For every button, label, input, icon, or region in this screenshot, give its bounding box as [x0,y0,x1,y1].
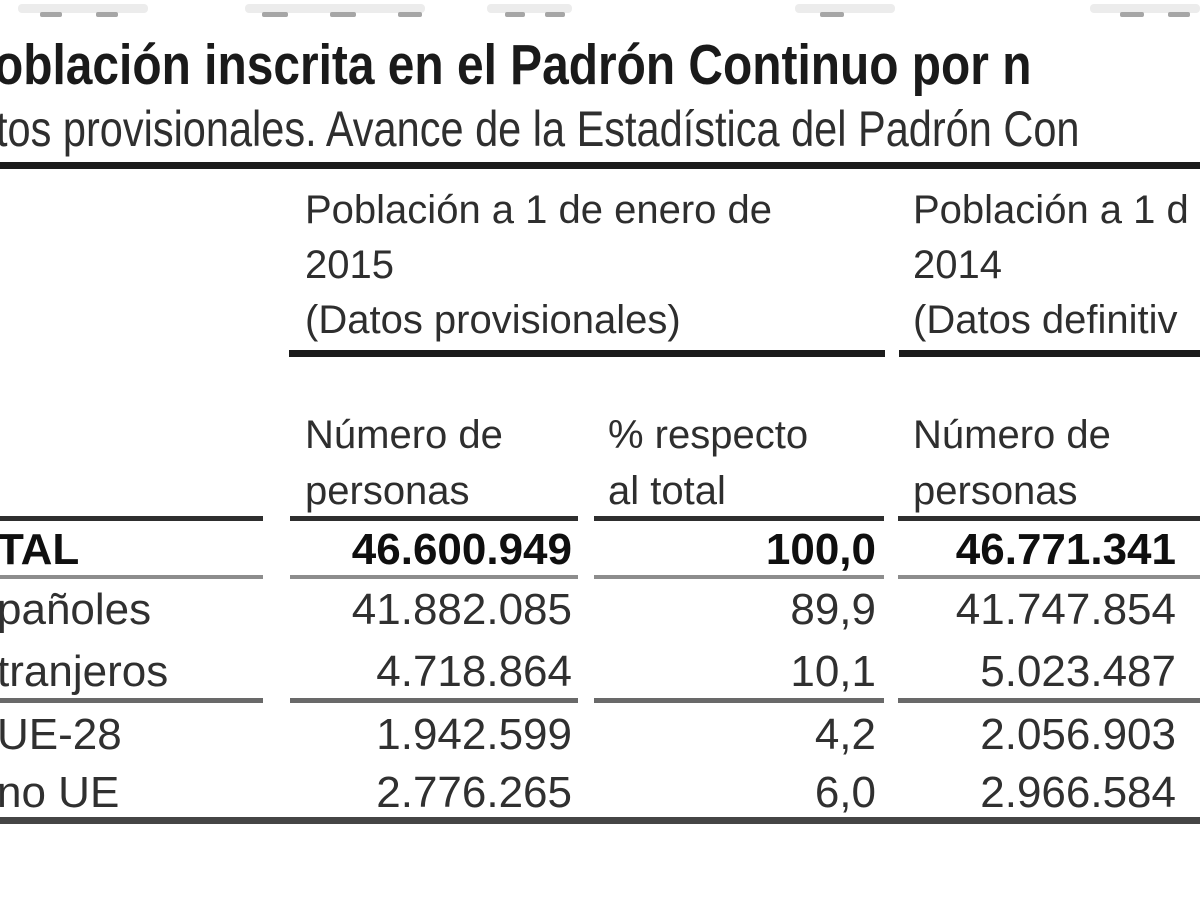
cropped-text-remnant [487,4,572,13]
table-row-no-ue: no UE 2.776.265 6,0 2.966.584 [0,768,1200,818]
subheader-line: Número de [305,413,503,457]
value-num-2015: 41.882.085 [351,585,572,634]
rule-total-col4 [898,575,1200,579]
cropped-text-remnant [545,12,565,17]
value-num-2014: 41.747.854 [955,585,1176,634]
column-group-header-2014: Población a 1 d 2014 (Datos definitiv [913,183,1189,348]
cropped-text-remnant [795,4,895,13]
table-row-total: TAL 46.600.949 100,0 46.771.341 [0,525,1200,575]
page-title: oblación inscrita en el Padrón Continuo … [0,33,1032,97]
group-header-line: Población a 1 de enero de [305,188,773,232]
rule-subheader-col2 [290,516,578,521]
table-row-extranjeros: tranjeros 4.718.864 10,1 5.023.487 [0,647,1200,697]
rule-under-title [0,162,1200,169]
value-num-2015: 4.718.864 [376,647,572,696]
rule-total-col2 [290,575,578,579]
column-group-header-2015: Población a 1 de enero de 2015 (Datos pr… [305,183,772,348]
group-header-line: (Datos provisionales) [305,298,681,342]
value-num-2014: 2.056.903 [980,710,1176,759]
rule-table-bottom [0,817,1200,824]
value-num-2015: 46.600.949 [351,525,572,574]
value-num-2014: 46.771.341 [955,525,1176,574]
row-label: pañoles [0,585,152,634]
value-pct-total: 10,1 [790,647,876,696]
rule-total-col3 [594,575,884,579]
subheader-line: % respecto [608,413,809,457]
cropped-text-remnant [505,12,525,17]
table-row-espanoles: pañoles 41.882.085 89,9 41.747.854 [0,585,1200,635]
cropped-text-remnant [398,12,422,17]
value-num-2014: 5.023.487 [980,647,1176,696]
value-pct-total: 4,2 [814,710,876,759]
cropped-text-remnant [1090,4,1200,13]
subheader-line: personas [305,469,470,513]
cropped-text-remnant [96,12,118,17]
value-num-2015: 1.942.599 [376,710,572,759]
rule-subheader-col1 [0,516,263,521]
group-header-line: Población a 1 d [913,188,1189,232]
rule-under-group-2015 [289,350,885,357]
cropped-text-remnant [245,4,425,13]
page-subtitle: tos provisionales. Avance de la Estadíst… [0,101,1080,157]
subheader-num-personas-2015: Número de personas [305,407,503,519]
group-header-line: 2014 [913,243,1002,287]
subheader-pct-total: % respecto al total [608,407,808,519]
subheader-line: al total [608,469,726,513]
cropped-text-remnant [1168,12,1190,17]
value-pct-total: 89,9 [790,585,876,634]
subheader-line: Número de [913,413,1111,457]
rule-subheader-col3 [594,516,884,521]
value-pct-total: 100,0 [765,525,876,574]
rule-ue-col4 [898,698,1200,703]
rule-ue-col2 [290,698,578,703]
table-row-ue28: UE-28 1.942.599 4,2 2.056.903 [0,710,1200,760]
rule-ue-col1 [0,698,263,703]
cropped-text-remnant [40,12,62,17]
group-header-line: (Datos definitiv [913,298,1178,342]
group-header-line: 2015 [305,243,394,287]
value-num-2014: 2.966.584 [980,768,1176,817]
row-label: UE-28 [0,710,122,759]
subheader-line: personas [913,469,1078,513]
subheader-num-personas-2014: Número de personas [913,407,1111,519]
row-label: tranjeros [0,647,169,696]
cropped-text-remnant [1120,12,1144,17]
cropped-text-remnant [18,4,148,13]
cropped-text-remnant [330,12,356,17]
cropped-text-remnant [262,12,288,17]
value-pct-total: 6,0 [814,768,876,817]
rule-under-group-2014 [899,350,1200,357]
row-label: no UE [0,768,120,817]
value-num-2015: 2.776.265 [376,768,572,817]
row-label: TAL [0,525,80,574]
rule-total-col1 [0,575,263,579]
cropped-text-remnant [820,12,844,17]
rule-ue-col3 [594,698,884,703]
rule-subheader-col4 [898,516,1200,521]
